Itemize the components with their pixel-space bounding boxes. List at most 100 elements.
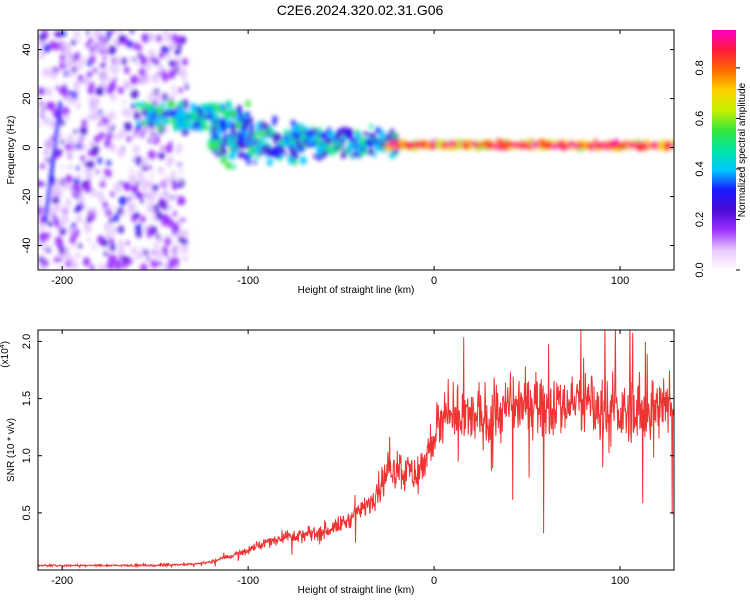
spectral-blob bbox=[462, 143, 466, 148]
spectral-blob bbox=[172, 171, 176, 176]
spectral-blob bbox=[132, 145, 141, 155]
spectral-blob bbox=[158, 51, 165, 59]
spectral-blob bbox=[180, 243, 189, 254]
spectral-blob bbox=[483, 143, 487, 148]
spectral-blob bbox=[147, 180, 154, 188]
spectral-blob bbox=[140, 182, 149, 192]
spectral-blob bbox=[75, 214, 84, 224]
spectral-blob bbox=[133, 211, 140, 219]
spectral-blob bbox=[149, 172, 154, 178]
spectral-blob bbox=[87, 160, 95, 170]
spectral-blob bbox=[215, 122, 219, 127]
spectral-blob bbox=[478, 143, 482, 148]
spectral-blob bbox=[166, 155, 175, 165]
spectral-blob bbox=[180, 217, 186, 223]
spectral-blob bbox=[151, 204, 159, 213]
spectral-blob bbox=[116, 41, 121, 47]
spectral-blob bbox=[355, 145, 362, 153]
spectral-blob bbox=[50, 136, 54, 141]
spectral-blob bbox=[98, 122, 102, 127]
spectral-blob bbox=[605, 143, 609, 148]
spectral-blob bbox=[170, 195, 175, 200]
spectral-blob bbox=[135, 101, 141, 109]
spectral-blob bbox=[110, 127, 114, 132]
spectral-blob bbox=[130, 89, 139, 99]
spectral-blob bbox=[346, 144, 354, 153]
spectral-blob bbox=[38, 33, 46, 42]
spectral-blob bbox=[568, 143, 572, 148]
spectral-blob bbox=[64, 48, 71, 57]
spectral-blob bbox=[393, 143, 397, 148]
spectral-blob bbox=[151, 250, 156, 255]
spectral-blob bbox=[64, 114, 70, 121]
spectral-blob bbox=[367, 147, 375, 156]
spectral-blob bbox=[361, 146, 366, 153]
spectral-blob bbox=[67, 163, 73, 171]
spectral-blob bbox=[129, 174, 137, 184]
spectral-blob bbox=[40, 113, 45, 119]
spectral-blob bbox=[97, 157, 103, 164]
spectral-blob bbox=[177, 87, 183, 94]
spectral-blob bbox=[73, 222, 77, 227]
spectral-blob bbox=[139, 55, 148, 66]
spectral-blob bbox=[117, 225, 124, 234]
spectral-blob bbox=[91, 145, 100, 155]
spectral-blob bbox=[44, 150, 48, 155]
spectral-blob bbox=[148, 165, 152, 170]
spectral-blob bbox=[493, 143, 497, 148]
spectral-blob bbox=[176, 57, 181, 64]
spectral-blob bbox=[105, 169, 112, 178]
spectral-blob bbox=[228, 119, 233, 125]
spectral-blob bbox=[116, 30, 123, 35]
spectrogram-x-tick-label: -100 bbox=[237, 275, 259, 287]
spectral-blob bbox=[298, 145, 305, 153]
spectral-blob bbox=[380, 141, 386, 149]
spectral-blob bbox=[112, 38, 118, 45]
spectral-blob bbox=[307, 129, 315, 138]
spectral-blob bbox=[200, 121, 206, 128]
spectral-blob bbox=[178, 143, 183, 148]
spectral-blob bbox=[113, 214, 120, 222]
spectral-blob bbox=[156, 34, 162, 42]
spectral-blob bbox=[258, 130, 265, 139]
spectral-blob bbox=[75, 165, 80, 171]
spectral-blob bbox=[668, 142, 672, 147]
spectral-blob bbox=[80, 137, 84, 142]
spectral-blob bbox=[177, 100, 184, 109]
spectral-blob bbox=[163, 204, 168, 211]
spectral-blob bbox=[129, 193, 136, 200]
spectral-blob bbox=[42, 115, 50, 126]
spectral-blob bbox=[253, 131, 259, 138]
spectral-blob bbox=[114, 134, 119, 140]
spectral-blob bbox=[234, 134, 238, 140]
spectral-blob bbox=[189, 112, 197, 122]
spectral-blob bbox=[73, 129, 77, 135]
spectral-blob bbox=[132, 57, 137, 62]
spectral-blob bbox=[117, 187, 122, 194]
spectral-blob bbox=[53, 217, 60, 227]
spectral-blob bbox=[180, 71, 188, 80]
spectral-blob bbox=[153, 242, 160, 250]
spectral-blob bbox=[86, 30, 90, 35]
spectral-blob bbox=[105, 231, 112, 240]
spectral-blob bbox=[359, 153, 363, 158]
spectral-blob bbox=[213, 119, 218, 124]
spectral-blob bbox=[389, 151, 395, 159]
spectral-blob bbox=[133, 111, 141, 120]
spectral-blob bbox=[135, 223, 142, 232]
snr-x-tick-label: 0 bbox=[431, 575, 437, 587]
spectral-blob bbox=[74, 52, 81, 60]
spectral-blob bbox=[140, 101, 145, 107]
spectral-blob bbox=[247, 116, 254, 125]
spectral-blob bbox=[138, 193, 142, 198]
spectral-blob bbox=[105, 75, 111, 82]
spectral-blob bbox=[168, 257, 172, 262]
spectral-blob bbox=[59, 54, 66, 62]
spectral-blob bbox=[110, 30, 116, 34]
spectral-blob bbox=[139, 250, 144, 255]
spectral-blob bbox=[165, 143, 173, 154]
spectrogram-y-tick-label: -40 bbox=[21, 238, 33, 254]
spectral-blob bbox=[150, 73, 159, 84]
spectral-blob bbox=[148, 49, 156, 59]
spectral-blob bbox=[38, 40, 42, 46]
